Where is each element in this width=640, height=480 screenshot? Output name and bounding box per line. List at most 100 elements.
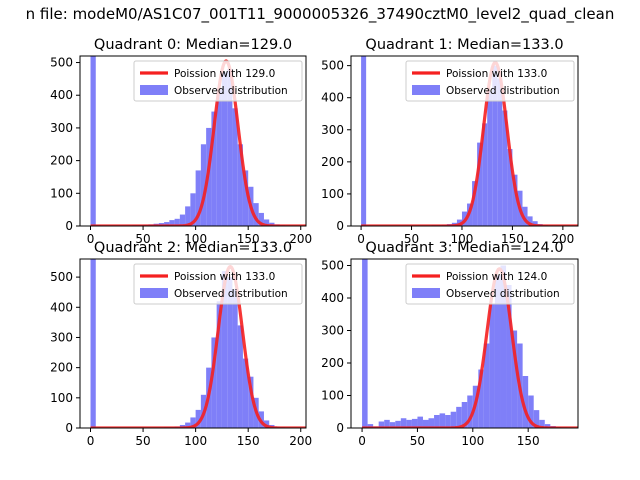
y-tick-label: 200 bbox=[50, 361, 73, 375]
histogram-bar bbox=[216, 88, 222, 226]
histogram-bar bbox=[179, 214, 186, 226]
y-tick-label: 200 bbox=[321, 356, 344, 370]
histogram-bar bbox=[263, 219, 270, 226]
histogram-bar bbox=[190, 193, 196, 226]
histogram-bar bbox=[169, 220, 175, 226]
histogram-bar bbox=[434, 415, 440, 428]
x-tick-label: 150 bbox=[237, 434, 260, 448]
histogram-bar bbox=[417, 416, 423, 428]
y-tick-label: 300 bbox=[50, 121, 73, 135]
histogram-bar bbox=[467, 395, 473, 428]
histogram-bar bbox=[482, 123, 488, 226]
histogram-bar bbox=[461, 402, 468, 428]
y-tick-label: 400 bbox=[50, 88, 73, 102]
legend-box bbox=[133, 60, 303, 102]
histogram-bar bbox=[258, 212, 264, 226]
histogram-bar bbox=[439, 413, 446, 428]
histogram-bar bbox=[539, 419, 545, 428]
plot-area bbox=[361, 259, 578, 428]
histogram-bar bbox=[367, 424, 374, 428]
x-tick-label: 100 bbox=[184, 232, 207, 246]
histogram-bar bbox=[200, 144, 207, 226]
histogram-bar bbox=[511, 330, 518, 428]
subplot-title: Quadrant 0: Median=129.0 bbox=[94, 37, 292, 53]
y-tick-label: 500 bbox=[50, 270, 73, 284]
histogram-bar bbox=[422, 419, 429, 428]
histogram-bar bbox=[221, 72, 228, 226]
subplot-title: Quadrant 1: Median=133.0 bbox=[365, 37, 563, 53]
legend: Poission with 124.0 Observed distribution bbox=[405, 263, 575, 305]
histogram-bar bbox=[500, 265, 507, 428]
x-tick-label: 0 bbox=[87, 434, 95, 448]
x-tick-label: 150 bbox=[237, 232, 260, 246]
x-tick-label: 100 bbox=[461, 434, 484, 448]
histogram-bar bbox=[522, 376, 529, 428]
histogram-bar bbox=[253, 203, 259, 226]
histogram-bar bbox=[195, 409, 201, 428]
histogram-bar bbox=[527, 216, 533, 226]
histogram-bar bbox=[90, 259, 96, 428]
histogram-bar bbox=[232, 289, 238, 428]
histogram-bar bbox=[487, 91, 493, 226]
histogram-bar bbox=[492, 65, 498, 226]
y-tick-label: 300 bbox=[321, 123, 344, 137]
subplot-1: 0 50 100 150 200 0 100 200 300 400 500 Poission wit… bbox=[321, 37, 579, 246]
y-tick-label: 100 bbox=[50, 391, 73, 405]
subplots: 0 50 100 150 200 0 100 200 300 400 500 Poission wit… bbox=[50, 37, 579, 448]
axes-frame bbox=[79, 55, 307, 227]
x-tick-label: 100 bbox=[184, 434, 207, 448]
subplot-0: 0 50 100 150 200 0 100 200 300 400 500 Poission wit… bbox=[50, 37, 312, 246]
legend: Poission with 129.0 Observed distribution bbox=[133, 60, 303, 102]
histogram-bar bbox=[164, 222, 170, 226]
y-tick-label: 100 bbox=[50, 186, 73, 200]
histogram-bar bbox=[406, 419, 412, 428]
x-tick-label: 50 bbox=[135, 232, 150, 246]
legend-patch-swatch bbox=[140, 288, 168, 298]
x-tick-label: 200 bbox=[289, 434, 312, 448]
histogram-bar bbox=[185, 206, 191, 226]
legend-label-poisson: Poission with 133.0 bbox=[174, 271, 275, 283]
axes-frame bbox=[350, 258, 579, 429]
y-tick-label: 0 bbox=[65, 219, 73, 233]
histogram-bar bbox=[507, 149, 513, 226]
histogram-bar bbox=[211, 337, 217, 428]
histogram-bar bbox=[477, 142, 483, 226]
histogram-bar bbox=[232, 108, 238, 226]
x-tick-label: 200 bbox=[289, 232, 312, 246]
histogram-bar bbox=[384, 419, 390, 428]
x-tick-label: 50 bbox=[410, 434, 425, 448]
axes-frame bbox=[79, 258, 307, 429]
histogram-bar bbox=[185, 422, 191, 428]
legend-box bbox=[405, 60, 575, 102]
histogram-bar bbox=[456, 406, 462, 428]
y-tick-label: 300 bbox=[321, 324, 344, 338]
histogram-bar bbox=[502, 110, 508, 226]
axes-frame bbox=[350, 55, 579, 227]
y-tick-label: 500 bbox=[321, 59, 344, 73]
legend: Poission with 133.0 Observed distribution bbox=[133, 263, 303, 305]
y-tick-label: 100 bbox=[321, 389, 344, 403]
histogram-bar bbox=[216, 301, 222, 428]
legend-patch-swatch bbox=[140, 85, 168, 95]
histogram-bar bbox=[478, 369, 484, 428]
legend: Poission with 133.0 Observed distribution bbox=[405, 60, 575, 102]
x-tick-label: 50 bbox=[404, 232, 419, 246]
legend-box bbox=[405, 263, 575, 305]
histogram-bar bbox=[522, 206, 528, 226]
legend-label-poisson: Poission with 129.0 bbox=[174, 68, 275, 80]
legend-box bbox=[133, 263, 303, 305]
histogram-bar bbox=[533, 410, 540, 428]
y-tick-label: 100 bbox=[321, 187, 344, 201]
histogram-bar bbox=[263, 420, 270, 428]
histogram-bar bbox=[248, 376, 254, 428]
histogram-bar bbox=[512, 174, 518, 226]
x-tick-label: 150 bbox=[517, 434, 540, 448]
histogram-bar bbox=[362, 259, 368, 428]
x-tick-label: 150 bbox=[501, 232, 524, 246]
histogram-bar bbox=[211, 111, 217, 226]
histogram-bar bbox=[378, 421, 385, 428]
y-tick-label: 400 bbox=[50, 300, 73, 314]
x-tick-label: 200 bbox=[551, 232, 574, 246]
x-tick-label: 50 bbox=[135, 434, 150, 448]
histogram-bar bbox=[242, 170, 249, 226]
